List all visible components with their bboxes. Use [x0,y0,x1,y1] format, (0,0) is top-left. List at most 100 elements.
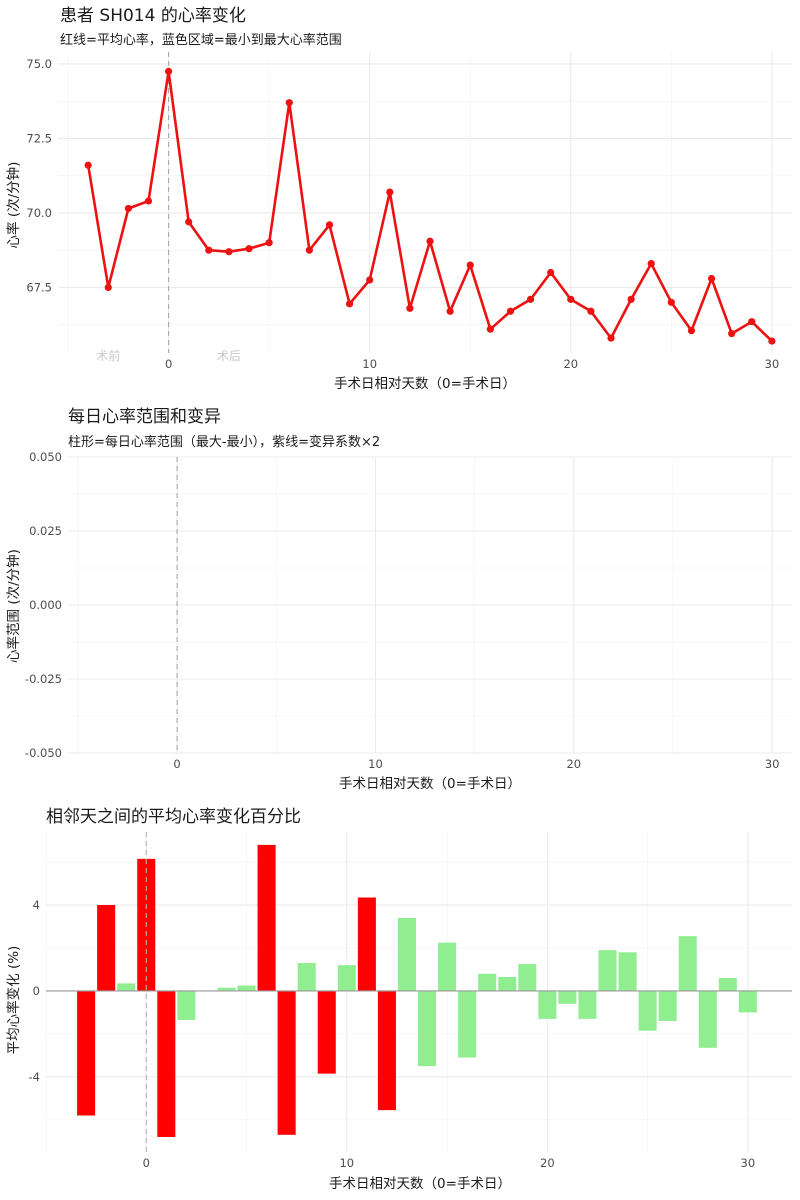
panel1-x-tick-label: 10 [362,357,377,371]
small-change-bar [658,990,677,1021]
large-change-bar [97,905,116,991]
panel1-y-tick-label: 72.5 [26,131,52,145]
mean-heart-rate-point [366,276,374,284]
panel1-y-tick-label: 67.5 [26,280,52,294]
panel1-y-tick-label: 75.0 [26,57,52,71]
panel2-x-tick-label: 20 [566,757,581,771]
panel1-x-tick-label: 0 [165,357,172,371]
mean-heart-rate-point [245,245,253,253]
mean-heart-rate-point [386,188,394,196]
mean-heart-rate-point [325,221,334,229]
small-change-bar [117,983,136,991]
small-change-bar [177,990,196,1020]
small-change-bar [618,952,637,991]
small-change-bar [498,976,517,991]
panel3-x-axis-title: 手术日相对天数（0=手术日） [329,1176,511,1192]
mean-heart-rate-point [265,239,273,247]
panel2-y-tick-label: 0.025 [29,524,62,538]
panel2-x-tick-label: 10 [368,757,383,771]
small-change-bar [738,990,757,1013]
pre-surgery-annotation: 术前 [96,348,120,363]
large-change-bar [377,990,396,1111]
panel3-title: 相邻天之间的平均心率变化百分比 [46,807,301,827]
panel2-x-tick-label: 0 [173,757,180,771]
large-change-bar [257,844,276,991]
heart-rate-panel: 患者 SH014 的心率变化 红线=平均心率，蓝色区域=最小到最大心率范围 0 1… [5,6,792,392]
panel1-y-axis-title: 心率 (次/分钟) [5,162,22,249]
panel1-title: 患者 SH014 的心率变化 [60,6,246,26]
panel2-title: 每日心率范围和变异 [68,407,221,427]
panel1-y-tick-label: 70.0 [26,206,52,220]
panel3-y-axis-title: 平均心率变化 (%) [5,946,22,1055]
mean-heart-rate-point [165,67,173,75]
small-change-bar [578,990,597,1019]
small-change-bar [718,978,737,991]
large-change-bar [317,990,336,1074]
small-change-bar [538,990,557,1019]
small-change-bar [417,990,437,1067]
small-change-bar [438,942,457,991]
panel3-x-tick-label: 30 [741,1156,756,1170]
panel1-x-tick-label: 30 [765,357,780,371]
panel2-y-tick-label: 0.000 [29,598,62,612]
panel1-subtitle: 红线=平均心率，蓝色区域=最小到最大心率范围 [60,32,342,48]
panel3-x-tick-label: 10 [339,1156,354,1170]
large-change-bar [157,990,176,1137]
mean-heart-rate-point [446,307,454,315]
mean-heart-rate-point [768,337,776,345]
mean-heart-rate-point [728,330,736,338]
small-change-bar [518,964,537,991]
panel3-x-tick-label: 20 [540,1156,555,1170]
mean-heart-rate-point [205,246,213,254]
heart-rate-range-panel: 每日心率范围和变异 柱形=每日心率范围（最大-最小），紫线=变异系数×2 0 10… [5,407,792,792]
small-change-bar [478,973,497,991]
small-change-bar [598,950,617,991]
mean-heart-rate-point [486,325,494,333]
large-change-bar [277,990,296,1135]
mean-heart-rate-point [305,246,313,254]
mean-heart-rate-point [426,237,434,245]
panel2-subtitle: 柱形=每日心率范围（最大-最小），紫线=变异系数×2 [68,434,380,450]
panel2-plot-area: 0 10 20 30 -0.050 -0.025 0.000 0.025 0.050 [25,450,792,771]
mean-heart-rate-point [124,204,132,213]
mean-heart-rate-point [647,259,655,268]
panel3-y-tick-label: 0 [33,984,40,998]
panel1-x-axis-title: 手术日相对天数（0=手术日） [334,376,516,392]
small-change-bar [397,917,416,991]
small-change-bar [558,990,577,1004]
panel3-x-tick-label: 0 [143,1156,150,1170]
large-change-bar [77,990,96,1116]
mean-heart-rate-point [667,298,675,306]
mean-heart-rate-point [185,218,193,226]
mean-heart-rate-point [748,318,756,326]
heart-rate-change-panel: 相邻天之间的平均心率变化百分比 0 10 20 30 -4 0 4 手术日相对天数（0=手术… [5,807,792,1192]
mean-heart-rate-point [345,300,354,308]
small-change-bar [698,990,717,1048]
panel2-y-tick-label: -0.025 [25,672,62,686]
panel3-y-tick-label: -4 [29,1070,40,1084]
mean-heart-rate-point [225,248,233,256]
small-change-bar [458,990,477,1058]
mean-heart-rate-point [84,161,92,169]
mean-heart-rate-point [104,283,112,292]
panel2-y-tick-label: 0.050 [29,450,62,464]
mean-heart-rate-point [707,274,716,283]
panel1-x-tick-label: 20 [563,357,578,371]
large-change-bar [357,897,376,991]
mean-heart-rate-point [687,327,696,335]
mean-heart-rate-point [547,268,555,277]
mean-heart-rate-point [506,307,515,315]
mean-heart-rate-point [627,295,635,303]
small-change-bar [337,965,356,991]
mean-heart-rate-point [144,197,153,205]
post-surgery-annotation: 术后 [217,349,241,363]
small-change-bar [678,936,697,991]
panel2-x-axis-title: 手术日相对天数（0=手术日） [339,776,521,792]
panel2-y-axis-title: 心率范围 (次/分钟) [5,549,22,663]
mean-heart-rate-point [466,261,474,269]
mean-heart-rate-point [526,295,535,303]
mean-heart-rate-point [567,295,575,303]
mean-heart-rate-point [285,99,293,107]
small-change-bar [297,963,316,991]
